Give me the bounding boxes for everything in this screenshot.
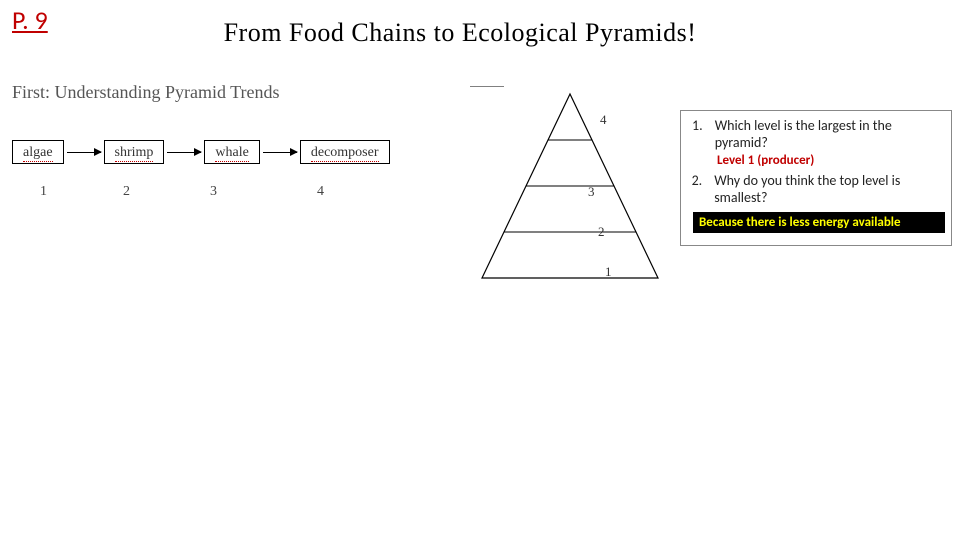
- question-number: 2.: [689, 172, 702, 206]
- page-title: From Food Chains to Ecological Pyramids!: [180, 18, 740, 48]
- page-number: P. 9: [12, 4, 48, 36]
- food-chain-box: algae: [12, 140, 64, 164]
- pyramid-level-label: 2: [598, 224, 605, 240]
- pyramid-level-label: 4: [600, 112, 607, 128]
- arrow-icon: [167, 152, 201, 153]
- questions-box: 1. Which level is the largest in the pyr…: [680, 110, 952, 246]
- question-number: 1.: [689, 117, 703, 151]
- food-chain-box: whale: [204, 140, 259, 164]
- pyramid-svg: [470, 86, 670, 286]
- food-chain-item: algae: [23, 145, 53, 162]
- question-text: Why do you think the top level is smalle…: [714, 172, 943, 206]
- food-chain-row: algae shrimp whale decomposer: [12, 140, 442, 164]
- food-chain-box: decomposer: [300, 140, 390, 164]
- arrow-icon: [263, 152, 297, 153]
- answer-1: Level 1 (producer): [717, 153, 943, 168]
- food-chain-number: 2: [123, 184, 130, 200]
- food-chain: algae shrimp whale decomposer 1 2 3 4: [12, 140, 442, 200]
- pyramid-diagram: 1 2 3 4: [470, 86, 670, 286]
- question-2: 2. Why do you think the top level is sma…: [689, 172, 943, 206]
- arrow-icon: [67, 152, 101, 153]
- food-chain-numbers: 1 2 3 4: [12, 184, 442, 200]
- food-chain-item: decomposer: [311, 145, 379, 162]
- food-chain-number: 4: [317, 184, 324, 200]
- food-chain-number: 1: [40, 184, 47, 200]
- question-1: 1. Which level is the largest in the pyr…: [689, 117, 943, 151]
- food-chain-number: 3: [210, 184, 217, 200]
- pyramid-level-label: 3: [588, 184, 595, 200]
- answer-2: Because there is less energy available: [693, 212, 945, 233]
- pyramid-level-label: 1: [605, 264, 612, 280]
- food-chain-box: shrimp: [104, 140, 165, 164]
- food-chain-item: shrimp: [115, 145, 154, 162]
- subheading: First: Understanding Pyramid Trends: [12, 82, 280, 103]
- question-text: Which level is the largest in the pyrami…: [715, 117, 943, 151]
- food-chain-item: whale: [215, 145, 248, 162]
